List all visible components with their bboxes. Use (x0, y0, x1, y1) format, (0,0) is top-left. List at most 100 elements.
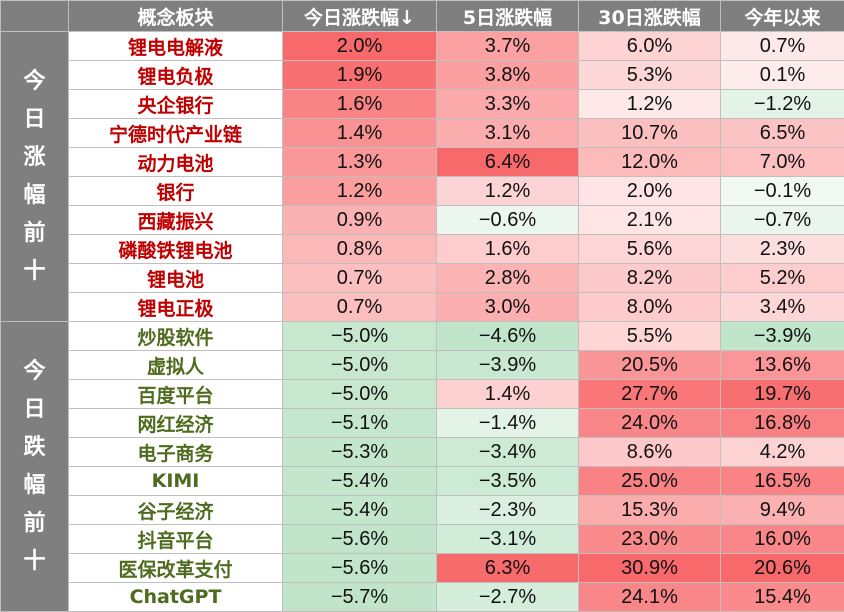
header-change-30d[interactable]: 30日涨跌幅 (579, 1, 721, 32)
sector-name[interactable]: 谷子经济 (69, 496, 283, 525)
table-row: 电子商务−5.3%−3.4%8.6%4.2% (1, 438, 844, 467)
cell-change-ytd: 16.8% (721, 409, 844, 438)
table-row: ChatGPT−5.7%−2.7%24.1%15.4% (1, 583, 844, 612)
table-row: KIMI−5.4%−3.5%25.0%16.5% (1, 467, 844, 496)
cell-change-today: −5.7% (283, 583, 437, 612)
cell-change-30d: 30.9% (579, 554, 721, 583)
cell-change-30d: 23.0% (579, 525, 721, 554)
sector-name[interactable]: 银行 (69, 177, 283, 206)
cell-change-ytd: 2.3% (721, 235, 844, 264)
table-row: 医保改革支付−5.6%6.3%30.9%20.6% (1, 554, 844, 583)
cell-change-today: 0.9% (283, 206, 437, 235)
cell-change-today: 0.7% (283, 264, 437, 293)
sector-name[interactable]: 西藏振兴 (69, 206, 283, 235)
cell-change-ytd: 0.1% (721, 61, 844, 90)
cell-change-30d: 2.0% (579, 177, 721, 206)
cell-change-5d: 6.3% (437, 554, 579, 583)
cell-change-5d: −3.4% (437, 438, 579, 467)
sector-name[interactable]: 锂电正极 (69, 293, 283, 322)
cell-change-today: −5.6% (283, 554, 437, 583)
cell-change-5d: −3.9% (437, 351, 579, 380)
cell-change-30d: 6.0% (579, 32, 721, 61)
cell-change-5d: −2.3% (437, 496, 579, 525)
cell-change-30d: 8.0% (579, 293, 721, 322)
group-label-down: 今日跌幅前十 (1, 322, 69, 612)
cell-change-5d: −0.6% (437, 206, 579, 235)
table-row: 今日跌幅前十炒股软件−5.0%−4.6%5.5%−3.9% (1, 322, 844, 351)
cell-change-30d: 8.6% (579, 438, 721, 467)
cell-change-5d: −2.7% (437, 583, 579, 612)
sector-name[interactable]: 央企银行 (69, 90, 283, 119)
cell-change-today: −5.3% (283, 438, 437, 467)
cell-change-ytd: 20.6% (721, 554, 844, 583)
cell-change-ytd: 4.2% (721, 438, 844, 467)
sector-name[interactable]: 虚拟人 (69, 351, 283, 380)
cell-change-today: −5.4% (283, 467, 437, 496)
header-change-ytd[interactable]: 今年以来 (721, 1, 844, 32)
cell-change-5d: 6.4% (437, 148, 579, 177)
cell-change-30d: 24.0% (579, 409, 721, 438)
sector-name[interactable]: 锂电池 (69, 264, 283, 293)
table-row: 抖音平台−5.6%−3.1%23.0%16.0% (1, 525, 844, 554)
cell-change-today: 0.7% (283, 293, 437, 322)
header-change-5d[interactable]: 5日涨跌幅 (437, 1, 579, 32)
cell-change-30d: 8.2% (579, 264, 721, 293)
cell-change-today: −5.0% (283, 380, 437, 409)
cell-change-ytd: 15.4% (721, 583, 844, 612)
sector-name[interactable]: 动力电池 (69, 148, 283, 177)
sector-name[interactable]: 锂电电解液 (69, 32, 283, 61)
group-label-up: 今日涨幅前十 (1, 32, 69, 322)
cell-change-ytd: 9.4% (721, 496, 844, 525)
sector-name[interactable]: KIMI (69, 467, 283, 496)
header-sector[interactable]: 概念板块 (69, 1, 283, 32)
cell-change-ytd: 3.4% (721, 293, 844, 322)
cell-change-ytd: 13.6% (721, 351, 844, 380)
header-change-today[interactable]: 今日涨跌幅↓ (283, 1, 437, 32)
cell-change-ytd: −0.1% (721, 177, 844, 206)
cell-change-today: 1.9% (283, 61, 437, 90)
cell-change-ytd: 7.0% (721, 148, 844, 177)
sector-name[interactable]: 宁德时代产业链 (69, 119, 283, 148)
sector-name[interactable]: 百度平台 (69, 380, 283, 409)
cell-change-ytd: 6.5% (721, 119, 844, 148)
sector-name[interactable]: 炒股软件 (69, 322, 283, 351)
cell-change-30d: 24.1% (579, 583, 721, 612)
cell-change-5d: 3.1% (437, 119, 579, 148)
table-row: 网红经济−5.1%−1.4%24.0%16.8% (1, 409, 844, 438)
sector-name[interactable]: 抖音平台 (69, 525, 283, 554)
cell-change-ytd: 16.5% (721, 467, 844, 496)
group-label-text: 今日跌幅前十 (23, 359, 45, 574)
cell-change-5d: −1.4% (437, 409, 579, 438)
cell-change-30d: 5.5% (579, 322, 721, 351)
cell-change-today: 1.4% (283, 119, 437, 148)
cell-change-30d: 20.5% (579, 351, 721, 380)
header-corner (1, 1, 69, 32)
cell-change-30d: 15.3% (579, 496, 721, 525)
cell-change-ytd: −1.2% (721, 90, 844, 119)
table-row: 虚拟人−5.0%−3.9%20.5%13.6% (1, 351, 844, 380)
cell-change-5d: 1.4% (437, 380, 579, 409)
sector-name[interactable]: 医保改革支付 (69, 554, 283, 583)
cell-change-30d: 10.7% (579, 119, 721, 148)
sector-name[interactable]: 锂电负极 (69, 61, 283, 90)
sector-name[interactable]: 电子商务 (69, 438, 283, 467)
cell-change-today: −5.4% (283, 496, 437, 525)
cell-change-30d: 5.6% (579, 235, 721, 264)
sector-name[interactable]: ChatGPT (69, 583, 283, 612)
cell-change-5d: −3.1% (437, 525, 579, 554)
sector-name[interactable]: 网红经济 (69, 409, 283, 438)
cell-change-today: 0.8% (283, 235, 437, 264)
table-row: 谷子经济−5.4%−2.3%15.3%9.4% (1, 496, 844, 525)
sector-name[interactable]: 磷酸铁锂电池 (69, 235, 283, 264)
cell-change-30d: 27.7% (579, 380, 721, 409)
